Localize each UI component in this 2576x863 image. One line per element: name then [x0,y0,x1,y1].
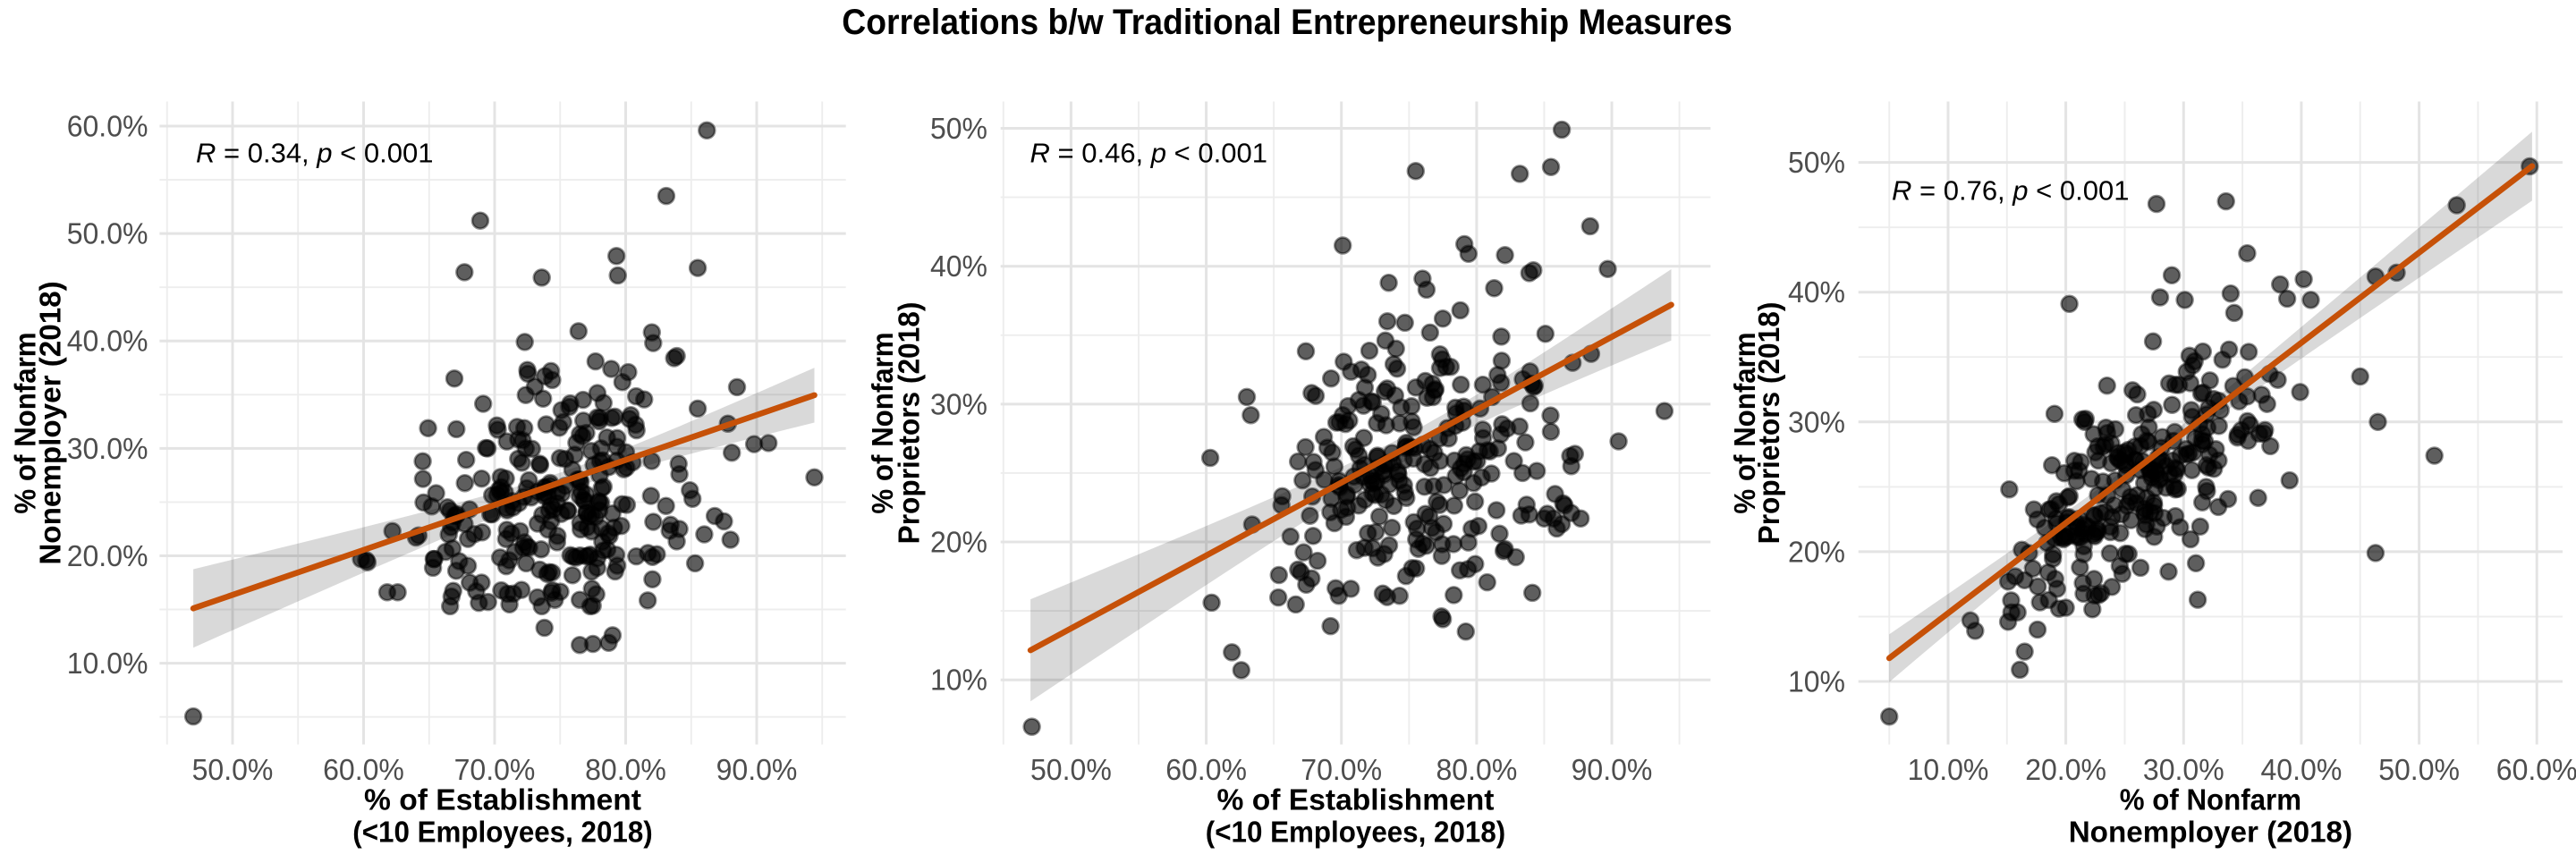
svg-text:80.0%: 80.0% [1436,753,1518,786]
svg-text:40.0%: 40.0% [67,325,148,358]
svg-text:50%: 50% [930,112,987,145]
svg-text:% of Nonfarm: % of Nonfarm [1728,332,1761,513]
svg-text:40%: 40% [930,250,987,283]
svg-text:Correlations b/w Traditional E: Correlations b/w Traditional Entrepreneu… [842,3,1732,42]
svg-text:70.0%: 70.0% [454,753,536,786]
svg-text:(<10 Employees, 2018): (<10 Employees, 2018) [1206,816,1505,849]
svg-text:60.0%: 60.0% [1165,753,1247,786]
svg-text:30.0%: 30.0% [67,432,148,465]
svg-text:Nonemployer (2018): Nonemployer (2018) [34,281,67,564]
svg-text:60.0%: 60.0% [2496,753,2576,786]
svg-text:90.0%: 90.0% [1572,753,1653,786]
svg-text:(<10 Employees, 2018): (<10 Employees, 2018) [352,816,652,849]
svg-text:30.0%: 30.0% [2143,753,2224,786]
svg-text:50.0%: 50.0% [67,217,148,250]
svg-text:R = 0.76, p < 0.001: R = 0.76, p < 0.001 [1892,175,2129,207]
svg-text:20.0%: 20.0% [67,539,148,572]
svg-text:Proprietors (2018): Proprietors (2018) [1752,302,1785,545]
svg-text:50.0%: 50.0% [2378,753,2460,786]
svg-text:% of Establishment: % of Establishment [1217,783,1495,816]
svg-text:Proprietors (2018): Proprietors (2018) [893,302,926,545]
svg-text:50%: 50% [1788,146,1845,179]
svg-text:R = 0.34, p < 0.001: R = 0.34, p < 0.001 [196,138,433,169]
svg-text:10.0%: 10.0% [67,647,148,680]
svg-text:40.0%: 40.0% [2261,753,2343,786]
svg-text:50.0%: 50.0% [1030,753,1112,786]
svg-text:% of Nonfarm: % of Nonfarm [866,332,899,513]
svg-text:% of Nonfarm: % of Nonfarm [8,332,41,513]
svg-text:20.0%: 20.0% [2025,753,2106,786]
svg-text:20%: 20% [930,526,987,559]
svg-text:% of Nonfarm: % of Nonfarm [2120,783,2301,816]
svg-text:80.0%: 80.0% [585,753,666,786]
svg-text:40%: 40% [1788,275,1845,309]
svg-text:30%: 30% [930,387,987,420]
svg-text:70.0%: 70.0% [1301,753,1382,786]
svg-text:10%: 10% [930,664,987,697]
svg-text:30%: 30% [1788,405,1845,438]
svg-text:20%: 20% [1788,535,1845,568]
svg-text:10.0%: 10.0% [1908,753,1989,786]
svg-text:60.0%: 60.0% [323,753,404,786]
svg-text:R = 0.46, p < 0.001: R = 0.46, p < 0.001 [1030,138,1267,169]
svg-text:% of Establishment: % of Establishment [364,783,641,816]
svg-text:Nonemployer (2018): Nonemployer (2018) [2069,816,2352,849]
svg-text:10%: 10% [1788,665,1845,698]
svg-text:60.0%: 60.0% [67,110,148,143]
svg-text:50.0%: 50.0% [192,753,274,786]
svg-text:90.0%: 90.0% [716,753,798,786]
